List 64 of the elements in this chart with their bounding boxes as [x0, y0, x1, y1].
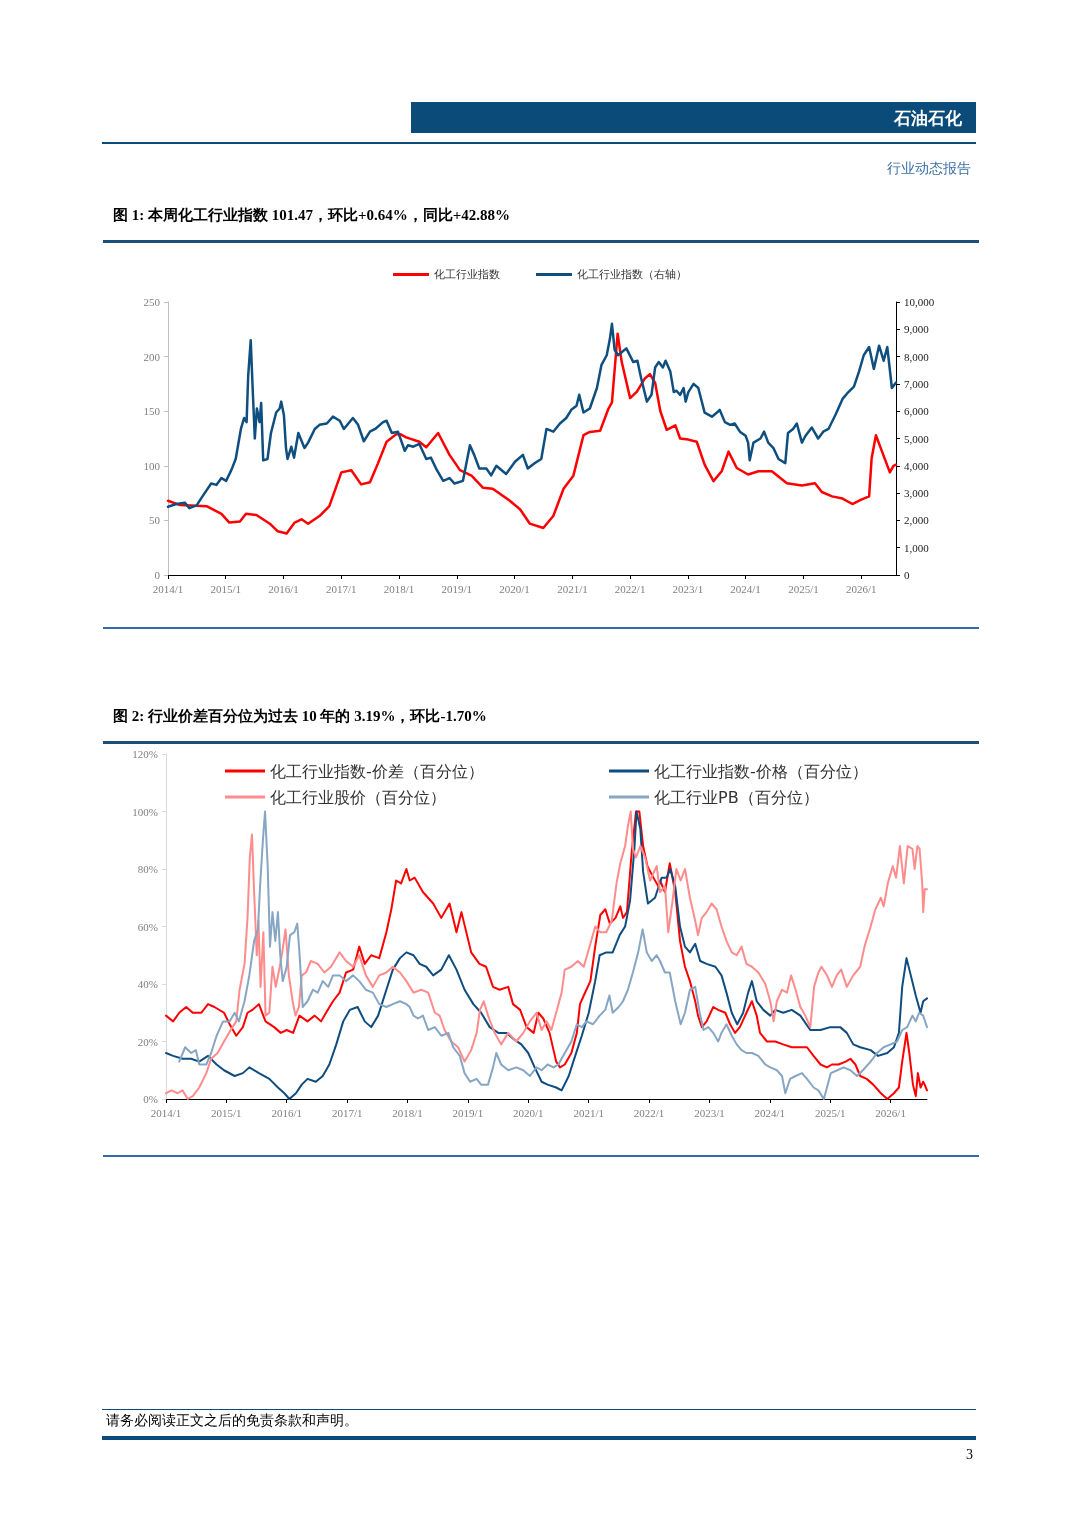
y-tick-label: 40% [137, 978, 158, 990]
y-tick-label: 60% [137, 920, 158, 933]
text: 3 [966, 1446, 973, 1464]
x-tick-label: 2019/1 [452, 1106, 484, 1119]
x-tick-label: 2016/1 [268, 582, 299, 595]
legend-label: 化工行业指数 [434, 268, 500, 281]
x-tick-label: 2016/1 [271, 1106, 302, 1119]
y-tick-label: 120% [132, 748, 158, 760]
legend-label: 化工行业指数（右轴） [577, 268, 687, 281]
x-tick-label: 2026/1 [875, 1106, 906, 1119]
x-tick-label: 2024/1 [754, 1106, 786, 1119]
y2-tick-label: 0 [904, 569, 910, 581]
y-tick-label: 250 [143, 296, 161, 308]
y2-tick-label: 5,000 [904, 432, 930, 445]
legend-label: 化工行业指数-价格（百分位） [654, 761, 868, 781]
text: 请务必阅读正文之后的免责条款和声明。 [106, 1412, 358, 1430]
x-tick-label: 2023/1 [694, 1106, 725, 1119]
x-tick-label: 2014/1 [152, 582, 184, 595]
y-tick-label: 200 [143, 350, 161, 363]
text: 行业动态报告 [887, 159, 971, 178]
x-tick-label: 2022/1 [633, 1106, 665, 1119]
x-tick-label: 2021/1 [573, 1106, 605, 1119]
x-tick-label: 2021/1 [557, 582, 588, 595]
legend-label: 化工行业PB（百分位） [654, 787, 819, 807]
y2-tick-label: 4,000 [904, 459, 930, 472]
x-tick-label: 2014/1 [150, 1106, 182, 1119]
y2-tick-label: 10,000 [904, 296, 935, 308]
y-tick-label: 100% [132, 805, 158, 818]
x-tick-label: 2019/1 [441, 582, 473, 595]
x-tick-label: 2020/1 [499, 582, 530, 595]
legend-label: 化工行业指数-价差（百分位） [270, 761, 484, 781]
x-tick-label: 2026/1 [845, 582, 877, 595]
y2-tick-label: 6,000 [904, 405, 930, 418]
chart-title: 图 2: 行业价差百分位为过去 10 年的 3.19%，环比-1.70% [113, 707, 487, 726]
y2-tick-label: 1,000 [904, 541, 930, 554]
y2-tick-label: 9,000 [904, 323, 930, 336]
y-tick-label: 0% [143, 1093, 158, 1105]
x-tick-label: 2017/1 [331, 1106, 363, 1119]
x-tick-label: 2015/1 [211, 1106, 242, 1119]
x-tick-label: 2018/1 [392, 1106, 423, 1119]
x-tick-label: 2025/1 [815, 1106, 846, 1119]
line-series [166, 322, 898, 510]
chart-title: 图 1: 本周化工行业指数 101.47，环比+0.64%，同比+42.88% [113, 206, 511, 225]
y2-tick-label: 7,000 [904, 377, 930, 390]
x-tick-label: 2025/1 [788, 582, 819, 595]
text: 石油石化 [894, 108, 962, 128]
x-tick-label: 2020/1 [512, 1106, 544, 1119]
y2-tick-label: 2,000 [904, 514, 930, 527]
y-tick-label: 80% [137, 863, 158, 875]
x-tick-label: 2018/1 [383, 582, 415, 595]
x-tick-label: 2024/1 [730, 582, 761, 595]
x-tick-label: 2017/1 [326, 582, 357, 595]
y-tick-label: 50 [149, 514, 161, 527]
y-tick-label: 0 [154, 569, 161, 581]
y-tick-label: 150 [143, 405, 161, 418]
legend-label: 化工行业股价（百分位） [270, 787, 446, 807]
x-tick-label: 2022/1 [614, 582, 646, 595]
y2-tick-label: 8,000 [904, 350, 930, 363]
y-tick-label: 100 [143, 459, 161, 472]
y-tick-label: 20% [137, 1035, 158, 1048]
x-tick-label: 2023/1 [672, 582, 704, 595]
x-tick-label: 2015/1 [210, 582, 242, 595]
line-series [166, 332, 898, 535]
y2-tick-label: 3,000 [904, 487, 930, 500]
